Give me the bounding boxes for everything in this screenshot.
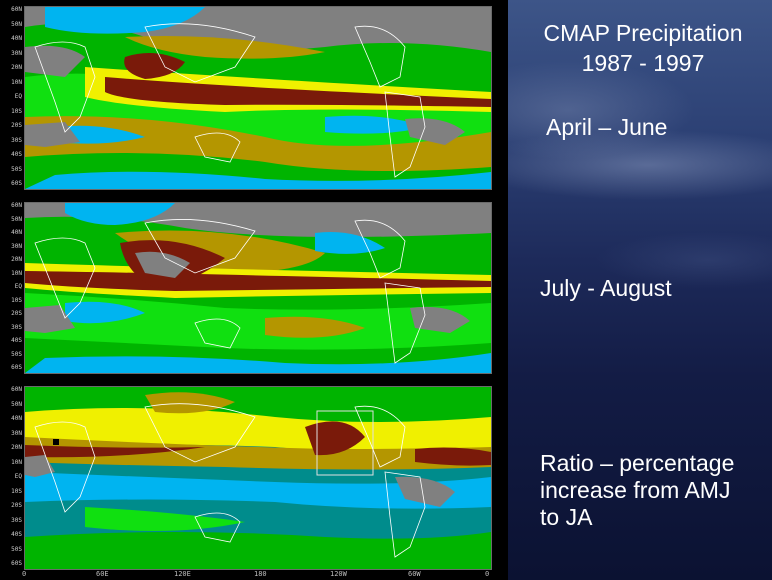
lat-label: 20N (11, 64, 22, 71)
lat-label: 30N (11, 429, 22, 437)
lat-label: 50S (11, 350, 22, 358)
lat-label: 40N (11, 415, 22, 422)
lat-label: 60S (11, 560, 22, 567)
map-column: 60N 50N 40N 30N 20N 10N EQ 10S 20S 30S 40S 50S 60S 6… (11, 6, 492, 578)
lon-label: 60E (96, 570, 109, 578)
lon-label: 120E (174, 570, 191, 578)
label-ja: July - August (540, 275, 672, 301)
lat-label: 40N (11, 35, 22, 42)
lat-label: 30S (11, 516, 22, 524)
lon-label: 120W (330, 570, 347, 578)
lat-label: 40S (11, 337, 22, 344)
highlight-box (316, 410, 374, 476)
precipitation-map-ratio (25, 387, 491, 569)
lat-label: 40S (11, 531, 22, 538)
lat-label: 50N (11, 400, 22, 408)
lat-label: 30S (11, 136, 22, 144)
precipitation-map-ja (25, 203, 491, 373)
lat-label: 50N (11, 215, 22, 223)
lat-label: 20S (11, 122, 22, 129)
lat-label: 10S (11, 296, 22, 304)
lat-label: 10N (11, 78, 22, 86)
lat-label: 10N (11, 458, 22, 466)
lat-label: 30S (11, 323, 22, 331)
text-column: CMAP Precipitation 1987 - 1997 April – J… (508, 0, 772, 580)
lat-label: 10S (11, 487, 22, 495)
lat-label: 40S (11, 151, 22, 158)
lon-label: 0 (485, 570, 490, 578)
ratio-line-1: Ratio – percentage (540, 450, 735, 476)
lat-label: 60S (11, 180, 22, 187)
lon-label: 60W (408, 570, 421, 578)
lon-label: 0 (22, 570, 27, 578)
lat-label: 20S (11, 310, 22, 317)
lat-label: 60N (11, 386, 22, 393)
ratio-line-2: increase from AMJ (540, 477, 731, 503)
lat-label: 20S (11, 502, 22, 509)
title-line-1: CMAP Precipitation (543, 20, 743, 46)
lat-label: 30N (11, 242, 22, 250)
lat-label: 60N (11, 6, 22, 13)
lat-label: EQ (14, 473, 22, 480)
label-ratio: Ratio – percentage increase from AMJ to … (540, 450, 768, 531)
lat-label: 10S (11, 107, 22, 115)
lat-label: 60N (11, 202, 22, 209)
precipitation-map-amj (25, 7, 491, 189)
lat-label: 30N (11, 49, 22, 57)
lat-label: 20N (11, 444, 22, 451)
lat-label: 20N (11, 256, 22, 263)
map-panel-ratio (24, 386, 492, 570)
lon-label: 180 (254, 570, 267, 578)
ratio-line-3: to JA (540, 504, 593, 530)
lat-label: EQ (14, 283, 22, 290)
lat-label: 50S (11, 165, 22, 173)
lat-label: EQ (14, 93, 22, 100)
label-amj: April – June (546, 114, 668, 140)
lat-label: 10N (11, 269, 22, 277)
title-line-2: 1987 - 1997 (581, 50, 705, 76)
lat-label: 60S (11, 364, 22, 371)
map-panel-amj (24, 6, 492, 190)
lat-label: 50S (11, 545, 22, 553)
slide-title: CMAP Precipitation 1987 - 1997 (518, 18, 768, 78)
lat-label: 50N (11, 20, 22, 28)
map-panel-ja (24, 202, 492, 374)
lat-label: 40N (11, 229, 22, 236)
